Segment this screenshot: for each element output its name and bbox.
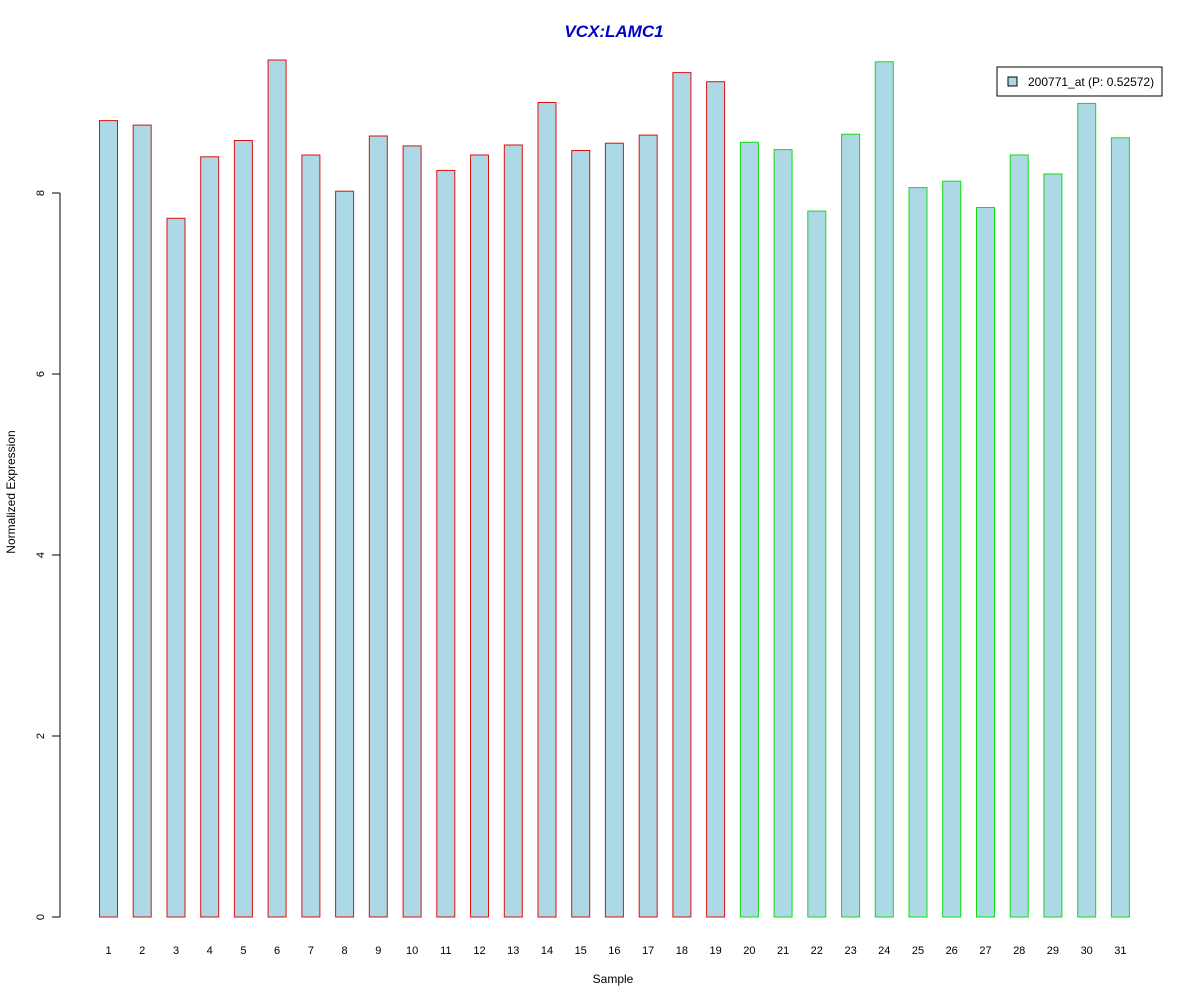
x-tick-label: 30 (1081, 945, 1093, 957)
x-tick-label: 20 (743, 945, 755, 957)
bar-sample-30 (1077, 102, 1097, 918)
x-tick-label: 8 (342, 945, 348, 957)
bar-sample-8 (335, 190, 355, 918)
bar-sample-1 (99, 120, 118, 918)
chart-title: VCX:LAMC1 (564, 22, 663, 41)
x-tick-label: 25 (912, 945, 924, 957)
legend-swatch (1007, 76, 1018, 87)
bar-sample-7 (301, 154, 321, 918)
bar-sample-16 (604, 142, 624, 918)
bar-sample-27 (976, 207, 995, 918)
bar-sample-28 (1009, 154, 1029, 918)
bar-sample-23 (841, 133, 861, 918)
bar-sample-2 (132, 124, 152, 918)
x-tick-label: 12 (473, 945, 485, 957)
x-tick-label: 10 (406, 945, 418, 957)
y-axis: 0 2 4 6 8 (35, 190, 61, 920)
bar-sample-12 (470, 154, 489, 918)
bar-sample-24 (874, 61, 894, 918)
x-tick-label: 19 (709, 945, 721, 957)
legend: 200771_at (P: 0.52572) (996, 66, 1163, 97)
bar-sample-31 (1110, 137, 1130, 918)
x-tick-label: 1 (105, 945, 111, 957)
x-tick-label: 31 (1114, 945, 1126, 957)
bar-sample-25 (908, 187, 928, 918)
bar-sample-18 (672, 72, 692, 918)
x-axis-label: Sample (593, 972, 634, 986)
bar-sample-13 (503, 144, 523, 918)
x-tick-label: 5 (240, 945, 246, 957)
x-tick-label: 3 (173, 945, 179, 957)
y-tick-label: 2 (35, 733, 47, 739)
bar-sample-10 (402, 145, 422, 918)
bar-sample-22 (807, 210, 827, 918)
x-tick-label: 4 (207, 945, 213, 957)
bar-sample-29 (1043, 173, 1063, 918)
bar-sample-21 (773, 149, 793, 918)
x-tick-label: 22 (811, 945, 823, 957)
y-tick-label: 0 (35, 914, 47, 920)
x-axis-tick-labels: 1 2 3 4 5 6 7 8 9 10 11 12 13 14 15 16 17 18 19 20 21 22 23 24 2… (105, 945, 1126, 957)
bar-sample-6 (267, 59, 287, 918)
x-tick-label: 9 (375, 945, 381, 957)
bar-sample-26 (942, 180, 962, 918)
x-tick-label: 15 (575, 945, 587, 957)
x-tick-label: 6 (274, 945, 280, 957)
bars-group (99, 59, 1130, 918)
x-tick-label: 2 (139, 945, 145, 957)
x-tick-label: 27 (979, 945, 991, 957)
bar-sample-9 (368, 135, 388, 918)
x-tick-label: 21 (777, 945, 789, 957)
bar-sample-4 (200, 156, 220, 918)
x-tick-label: 14 (541, 945, 553, 957)
x-tick-label: 18 (676, 945, 688, 957)
y-tick-label: 8 (35, 190, 47, 196)
bar-sample-5 (233, 140, 253, 918)
y-tick-label: 6 (35, 371, 47, 377)
bar-sample-14 (537, 102, 557, 918)
x-tick-label: 16 (608, 945, 620, 957)
x-tick-label: 11 (440, 945, 451, 957)
bar-sample-20 (739, 141, 759, 918)
bar-sample-19 (706, 81, 726, 918)
y-tick-label: 4 (35, 552, 47, 558)
x-tick-label: 29 (1047, 945, 1059, 957)
legend-box (996, 66, 1163, 97)
y-axis-label: Normalized Expression (4, 430, 18, 553)
bar-sample-17 (638, 134, 658, 918)
x-tick-label: 23 (844, 945, 856, 957)
bar-sample-11 (436, 169, 456, 918)
x-tick-label: 17 (642, 945, 654, 957)
bar-sample-3 (166, 217, 186, 918)
x-tick-label: 13 (507, 945, 519, 957)
x-tick-label: 7 (308, 945, 314, 957)
bar-sample-15 (571, 150, 591, 918)
x-tick-label: 24 (878, 945, 890, 957)
legend-series-label: 200771_at (P: 0.52572) (1028, 75, 1154, 89)
x-tick-label: 26 (946, 945, 958, 957)
x-tick-label: 28 (1013, 945, 1025, 957)
